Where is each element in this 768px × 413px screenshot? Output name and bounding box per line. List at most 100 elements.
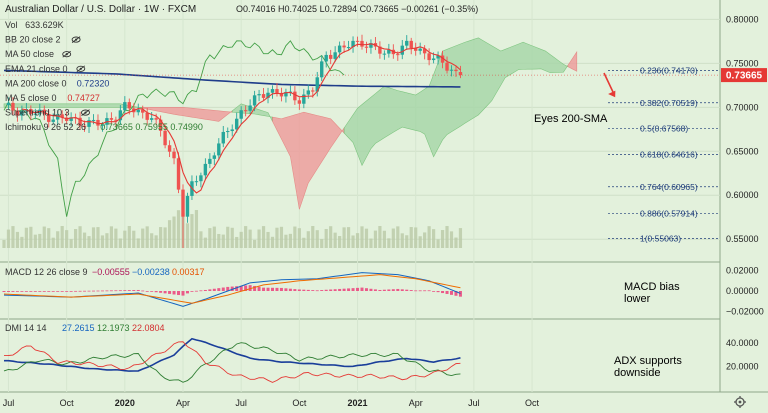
indicator-label: MA 200 close 0 <box>5 78 67 88</box>
candle-body <box>181 189 185 217</box>
volume-bar <box>414 227 418 248</box>
candle-body <box>261 94 266 98</box>
candle-body <box>56 114 60 120</box>
volume-bar <box>217 233 221 248</box>
macd-histogram-bar <box>418 290 422 292</box>
macd-histogram-bar <box>360 287 364 291</box>
macd-histogram-bar <box>279 287 283 291</box>
eye-outline <box>62 51 72 58</box>
macd-panel <box>2 272 462 307</box>
eye-hidden-icon[interactable] <box>81 109 90 116</box>
volume-bar <box>194 210 199 248</box>
volume-bar <box>449 231 454 248</box>
volume-bar <box>114 228 118 248</box>
volume-bar <box>284 234 288 248</box>
macd-histogram-bar <box>244 285 248 291</box>
volume-bar <box>78 226 82 248</box>
fib-level-label: 0.618(0.64616) <box>640 150 698 160</box>
eye-hidden-icon[interactable] <box>62 50 72 58</box>
volume-bar <box>373 230 378 248</box>
eye-hidden-icon[interactable] <box>71 36 81 43</box>
volume-bar <box>100 235 105 248</box>
volume-bar <box>33 234 37 248</box>
candle-body <box>248 105 252 111</box>
candle-body <box>284 91 288 97</box>
time-tick-label: 2020 <box>115 398 135 408</box>
settings-gear-icon[interactable] <box>734 396 746 408</box>
volume-bar <box>346 227 351 248</box>
candle-body <box>82 125 87 127</box>
macd-histogram-bar <box>333 289 337 291</box>
volume-bar <box>270 236 275 248</box>
volume-bar <box>235 236 239 248</box>
candle-body <box>239 110 243 119</box>
eye-hidden-icon[interactable] <box>76 65 86 73</box>
volume-bar <box>315 230 319 248</box>
volume-bar <box>226 226 230 248</box>
dmi-series-line <box>3 337 461 372</box>
candle-body <box>454 69 458 72</box>
dmi-label: DMI 14 14 <box>5 323 47 333</box>
indicator-label: Vol <box>5 20 18 30</box>
indicator-label: BB 20 close 2 <box>5 35 61 45</box>
macd-histogram-bar <box>109 290 113 292</box>
candle-body <box>6 102 11 106</box>
candle-body <box>11 102 15 111</box>
ma-200-polyline <box>3 69 461 88</box>
chart-title: Australian Dollar / U.S. Dollar · 1W · F… <box>5 4 196 15</box>
macd-histogram-bar <box>87 290 91 292</box>
volume-bar <box>288 233 292 248</box>
volume-bar <box>51 237 55 248</box>
macd-histogram-bar <box>150 291 154 292</box>
macd-histogram-bar <box>29 291 33 292</box>
volume-bar <box>329 226 333 248</box>
macd-tick-label: −0.02000 <box>726 306 764 316</box>
candle-body <box>422 48 427 54</box>
macd-histogram-bar <box>405 289 409 291</box>
candle-body <box>266 92 270 98</box>
macd-histogram-bar <box>378 289 382 291</box>
time-tick-label: 2021 <box>348 398 368 408</box>
candlesticks <box>6 34 463 249</box>
price-tick-label: 0.75000 <box>726 58 759 68</box>
macd-histogram-bar <box>208 289 212 291</box>
candle-body <box>297 100 302 104</box>
macd-histogram-bar <box>56 291 60 292</box>
price-tick-label: 0.65000 <box>726 146 759 156</box>
macd-histogram-bar <box>391 289 395 291</box>
macd-histogram-bar <box>136 289 140 291</box>
annotation-dmi-line1: ADX supports <box>614 355 682 367</box>
candle-body <box>60 114 64 118</box>
price-tick-label: 0.55000 <box>726 234 759 244</box>
volume-bar <box>47 228 51 248</box>
macd-histogram-bar <box>329 289 333 291</box>
indicator-label: MA 5 close 0 <box>5 93 57 103</box>
volume-bar <box>427 226 431 248</box>
volume-bar <box>29 226 33 248</box>
volume-bar <box>60 226 64 248</box>
macd-histogram-bar <box>441 291 445 294</box>
macd-histogram-bar <box>409 290 413 291</box>
macd-histogram-bar <box>163 291 167 294</box>
macd-histogram-bar <box>33 291 37 292</box>
candle-body <box>279 92 284 97</box>
macd-histogram-bar <box>436 291 440 293</box>
time-tick-label: Oct <box>60 398 75 408</box>
candle-body <box>405 40 409 46</box>
fib-level-label: 1(0.55063) <box>640 234 681 244</box>
candle-body <box>427 53 431 61</box>
time-tick-label: Jul <box>3 398 15 408</box>
volume-bar <box>239 231 243 248</box>
volume-bar <box>382 230 386 248</box>
volume-bar <box>391 228 395 248</box>
volume-bar <box>405 235 409 248</box>
candle-body <box>78 117 82 126</box>
macd-histogram-bar <box>217 288 221 291</box>
candle-body <box>69 117 73 121</box>
macd-tick-label: 0.00000 <box>726 286 759 296</box>
volume-bar <box>257 229 261 248</box>
macd-histogram-bar <box>177 291 181 296</box>
candle-body <box>118 110 123 121</box>
candle-body <box>293 91 297 101</box>
candle-body <box>396 54 400 56</box>
